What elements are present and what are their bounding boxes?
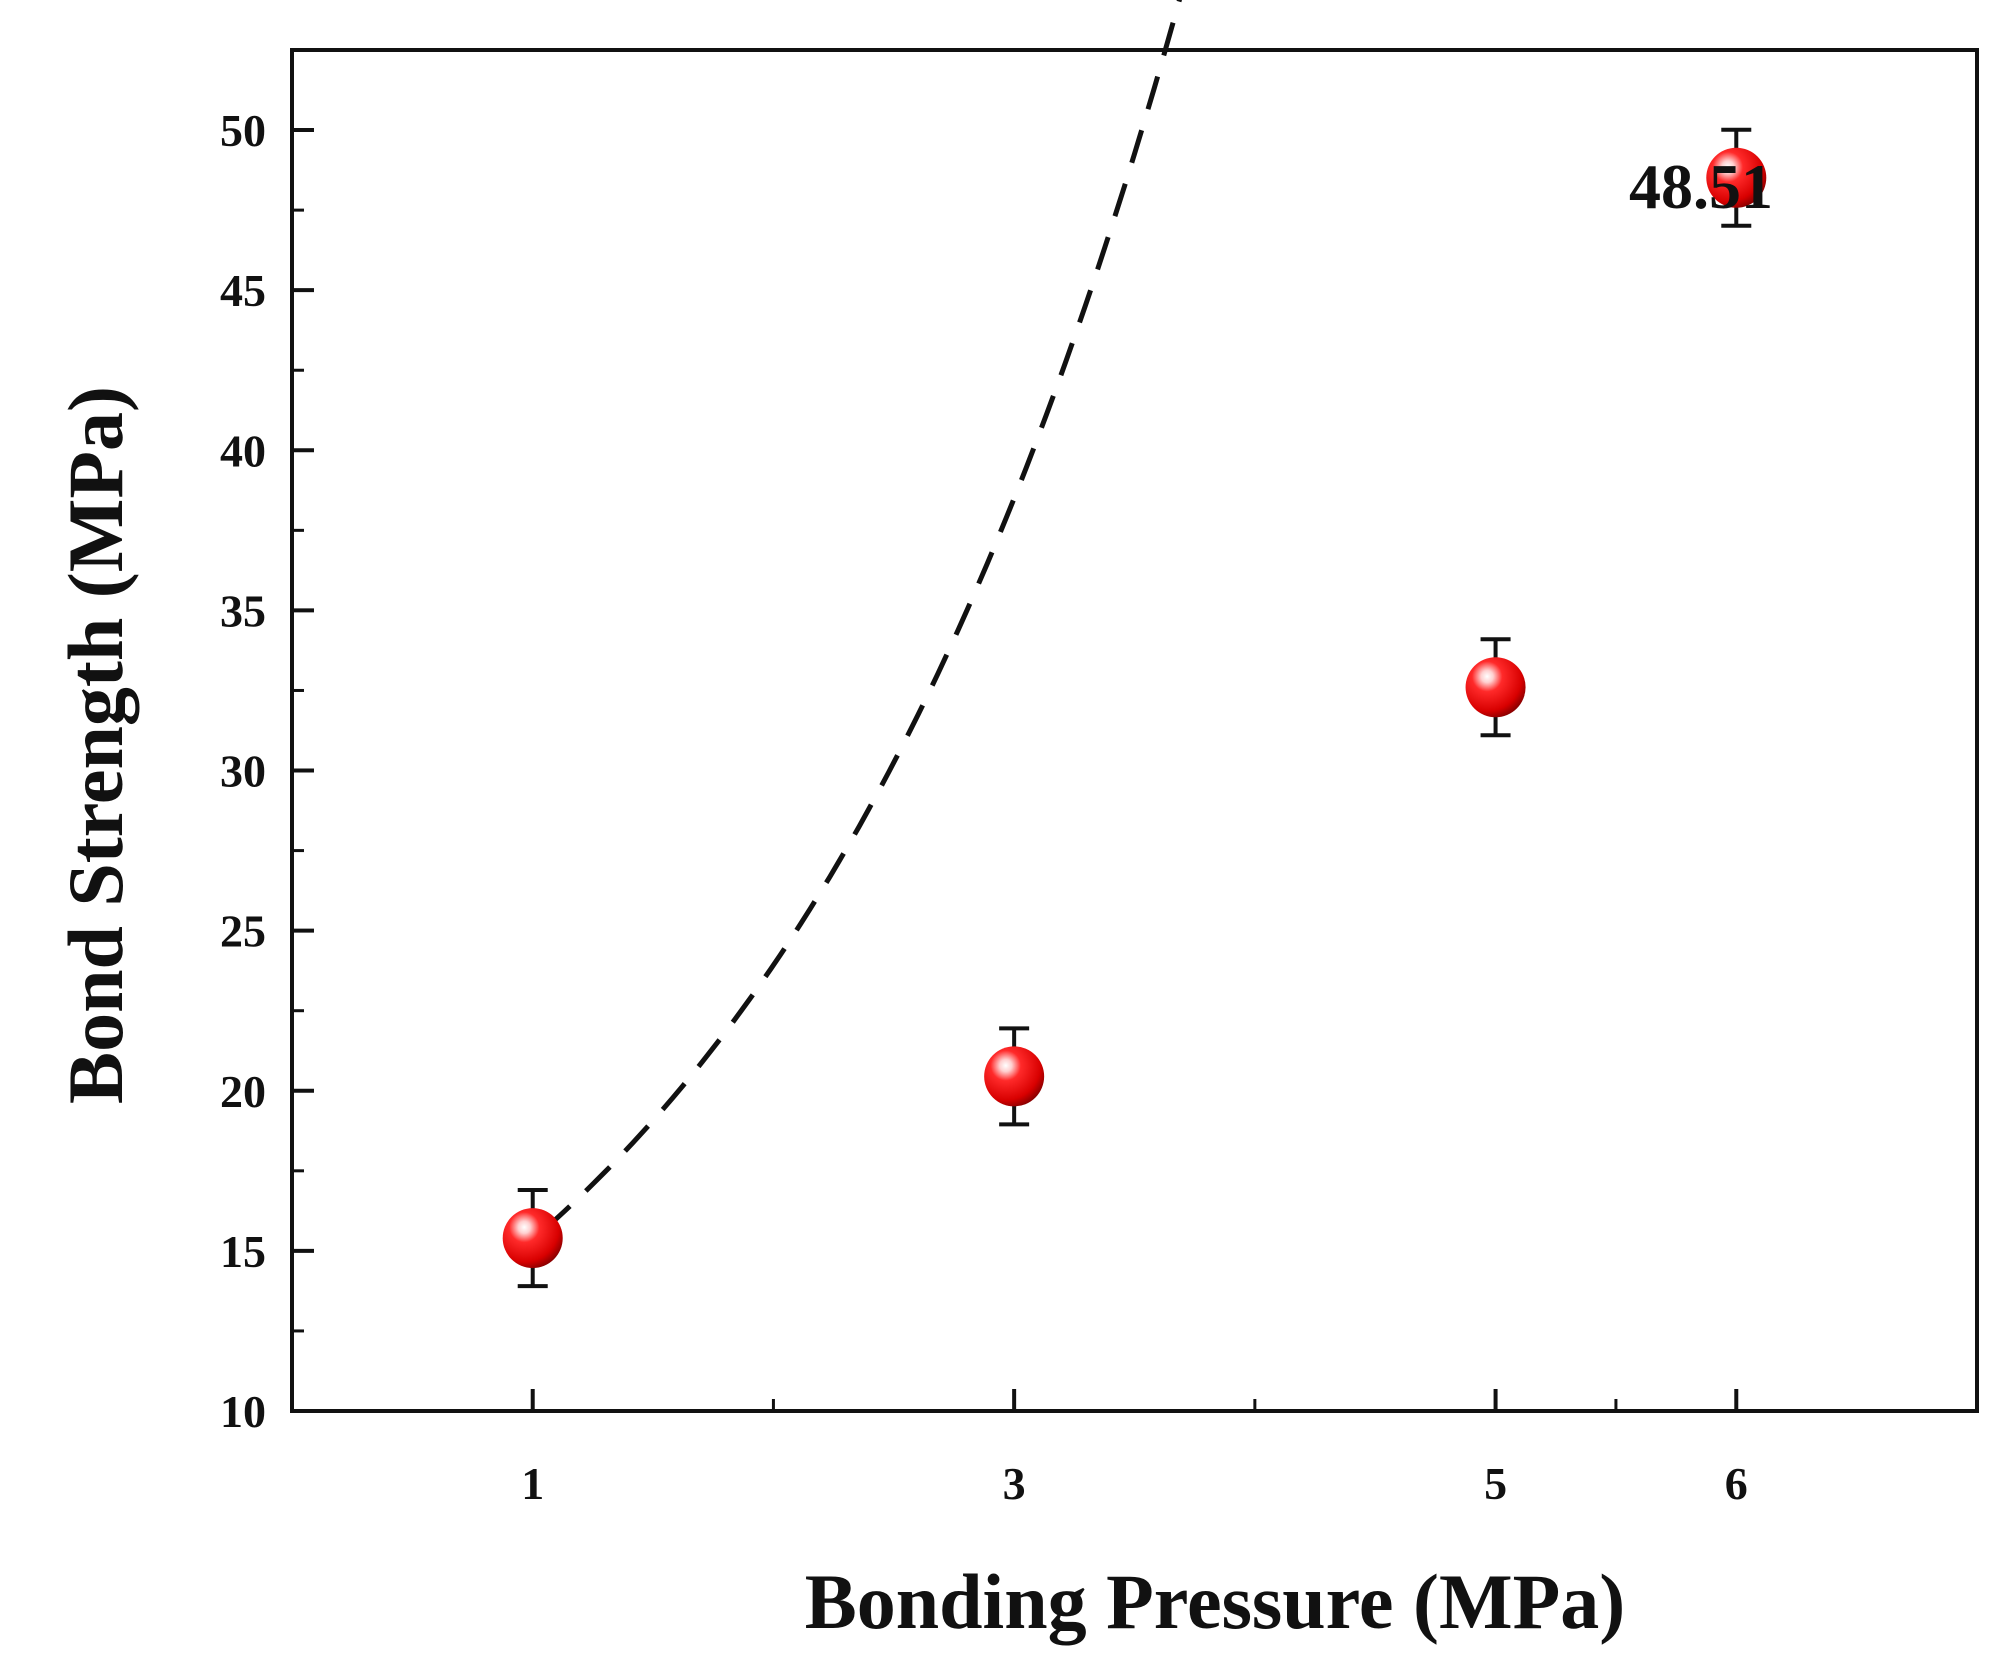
y-tick-label: 30 bbox=[220, 746, 266, 797]
y-tick-label: 25 bbox=[220, 906, 266, 957]
x-tick-label: 5 bbox=[1484, 1458, 1507, 1509]
fit-curve-layer bbox=[543, 0, 1182, 1231]
annotation-label: 48.51 bbox=[1629, 151, 1773, 222]
y-tick-label: 45 bbox=[220, 265, 266, 316]
data-point bbox=[1465, 657, 1526, 718]
y-axis-title: Bond Strength (MPa) bbox=[52, 386, 139, 1104]
y-tick-label: 15 bbox=[220, 1226, 266, 1277]
y-tick-label: 20 bbox=[220, 1066, 266, 1117]
x-tick-label: 6 bbox=[1725, 1458, 1748, 1509]
data-point bbox=[984, 1046, 1045, 1107]
error-bars bbox=[517, 127, 1752, 1289]
fit-curve bbox=[543, 0, 1182, 1231]
y-tick-label: 50 bbox=[220, 105, 266, 156]
x-tick-label: 1 bbox=[521, 1458, 544, 1509]
data-points bbox=[502, 147, 1767, 1269]
data-point bbox=[1706, 147, 1767, 208]
x-tick-label: 3 bbox=[1003, 1458, 1026, 1509]
data-point bbox=[502, 1208, 563, 1269]
y-tick-label: 40 bbox=[220, 425, 266, 476]
x-axis-title: Bonding Pressure (MPa) bbox=[805, 1558, 1625, 1645]
plot-frame bbox=[290, 48, 1979, 1413]
y-tick-label: 10 bbox=[220, 1386, 266, 1437]
axis-ticks bbox=[292, 128, 1739, 1413]
y-tick-label: 35 bbox=[220, 585, 266, 636]
